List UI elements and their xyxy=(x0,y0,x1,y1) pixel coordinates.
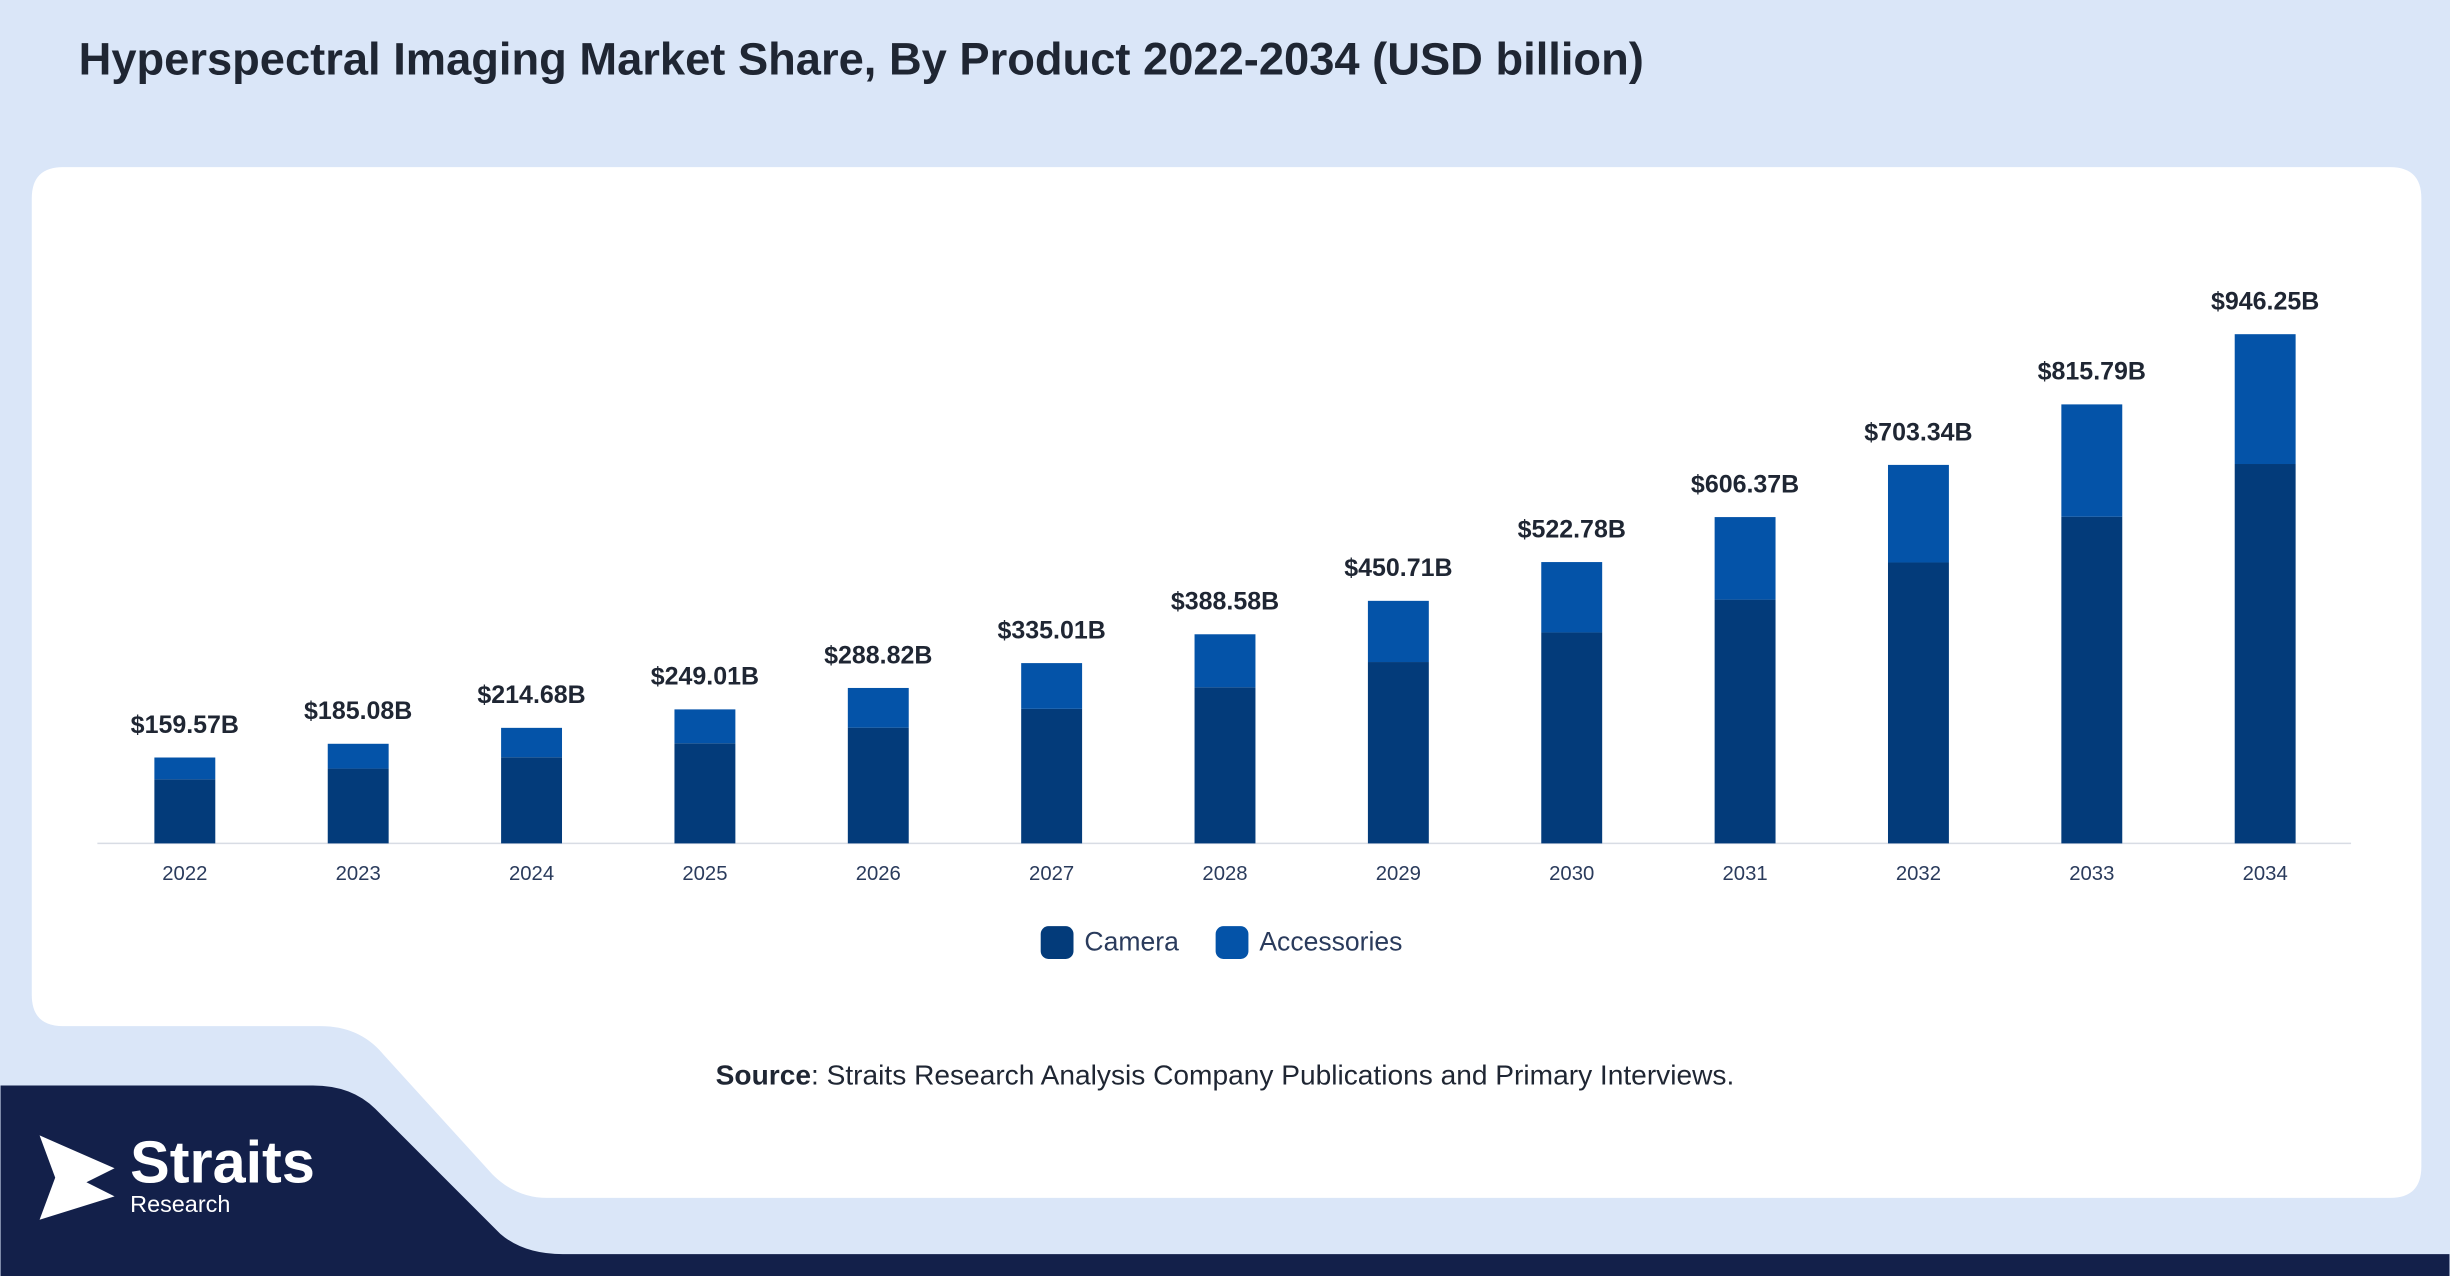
logo-sub: Research xyxy=(130,1191,230,1217)
legend-label: Camera xyxy=(1084,926,1179,956)
bar-segment xyxy=(1714,517,1776,600)
legend-swatch xyxy=(1215,926,1249,959)
x-tick-label: 2030 xyxy=(1549,863,1594,885)
x-tick-label: 2022 xyxy=(162,863,207,885)
bar-segment xyxy=(2234,334,2296,465)
bar-segment xyxy=(327,768,389,844)
source-label: Source xyxy=(716,1060,811,1091)
x-tick-label: 2032 xyxy=(1896,863,1941,885)
footer-band xyxy=(0,1085,2450,1276)
x-tick-label: 2023 xyxy=(336,863,381,885)
bar-segment xyxy=(154,757,216,780)
legend-label: Accessories xyxy=(1259,926,1402,956)
total-label: $606.37B xyxy=(1691,470,1799,498)
total-label: $159.57B xyxy=(131,711,239,739)
total-label: $815.79B xyxy=(2038,358,2146,386)
logo-name: Straits xyxy=(130,1128,315,1195)
bar-segment xyxy=(1367,600,1429,663)
total-label: $703.34B xyxy=(1864,418,1972,446)
total-label: $450.71B xyxy=(1344,554,1452,582)
bar-segment xyxy=(847,727,909,844)
total-label: $288.82B xyxy=(824,641,932,669)
source: Source: Straits Research Analysis Compan… xyxy=(716,1060,1735,1091)
bar-segment xyxy=(327,743,389,769)
x-tick-label: 2034 xyxy=(2243,863,2288,885)
bar-segment xyxy=(1887,562,1949,844)
bar-segment xyxy=(1021,663,1083,709)
x-tick-label: 2031 xyxy=(1723,863,1768,885)
bar-segment xyxy=(1194,687,1256,844)
bar-segment xyxy=(501,727,563,758)
logo-icon xyxy=(39,1135,115,1220)
legend-swatch xyxy=(1040,926,1074,959)
bar-segment xyxy=(1367,662,1429,844)
chart-title: Hyperspectral Imaging Market Share, By P… xyxy=(79,33,1644,84)
bar-segment xyxy=(501,757,563,844)
bar-segment xyxy=(2061,516,2123,844)
x-tick-label: 2024 xyxy=(509,863,554,885)
bar-segment xyxy=(1541,632,1603,844)
bar-segment xyxy=(1194,634,1256,688)
x-tick-label: 2033 xyxy=(2069,863,2114,885)
total-label: $946.25B xyxy=(2211,288,2319,316)
bar-segment xyxy=(1887,464,1949,563)
bar-segment xyxy=(1714,599,1776,844)
bar-segment xyxy=(2234,464,2296,844)
bar-segment xyxy=(1541,562,1603,633)
bar-segment xyxy=(847,687,909,728)
bar-segment xyxy=(1021,708,1083,844)
bar-segment xyxy=(674,709,736,744)
x-tick-label: 2028 xyxy=(1202,863,1247,885)
total-label: $249.01B xyxy=(651,663,759,691)
total-label: $522.78B xyxy=(1518,515,1626,543)
x-tick-label: 2026 xyxy=(856,863,901,885)
bar-segment xyxy=(674,743,736,844)
x-tick-label: 2027 xyxy=(1029,863,1074,885)
x-tick-label: 2029 xyxy=(1376,863,1421,885)
x-tick-label: 2025 xyxy=(682,863,727,885)
total-label: $214.68B xyxy=(477,681,585,709)
total-label: $388.58B xyxy=(1171,588,1279,616)
total-label: $335.01B xyxy=(997,616,1105,644)
plot: $159.57B 2022 $185.08B 2023 $214.68B 2024 $249… xyxy=(131,288,2319,959)
bar-segment xyxy=(154,779,216,844)
source-text: : Straits Research Analysis Company Publ… xyxy=(811,1060,1734,1091)
total-label: $185.08B xyxy=(304,697,412,725)
bar-segment xyxy=(2061,404,2123,517)
